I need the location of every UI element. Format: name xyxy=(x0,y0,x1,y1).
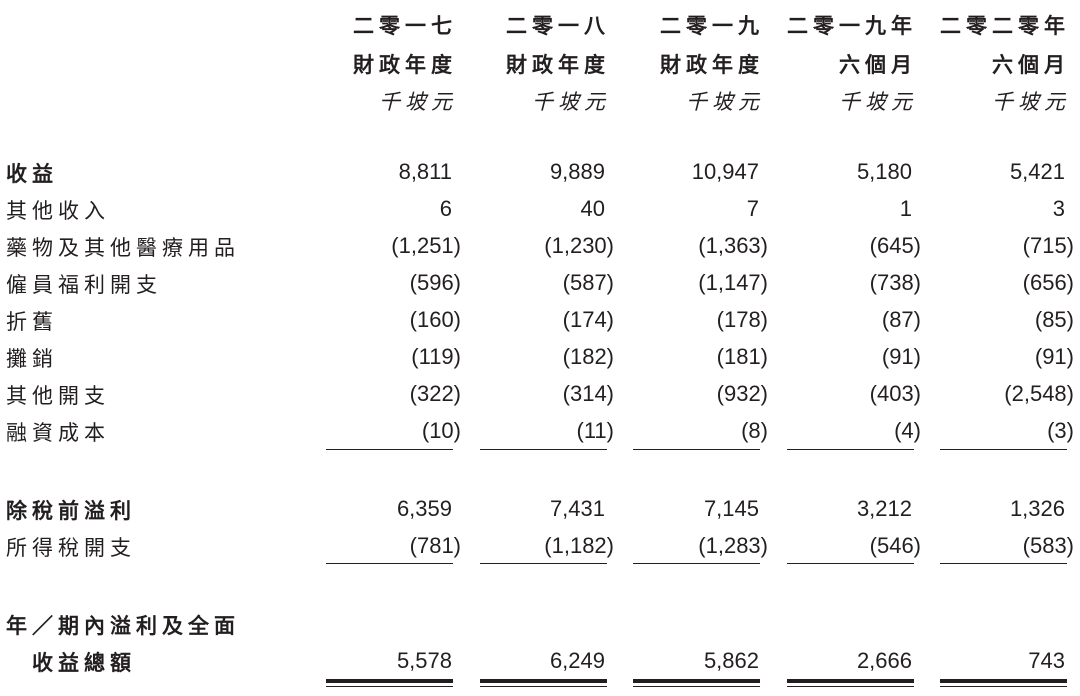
cell-value: (738) xyxy=(869,270,921,295)
column-header-line2: 財政年度 xyxy=(353,53,457,77)
cell-value: (1,147) xyxy=(698,270,768,295)
subtotal-rule xyxy=(787,449,914,450)
cell-value: 1,326 xyxy=(1009,496,1065,521)
cell-value: 7,145 xyxy=(703,496,759,521)
cell-value: 40 xyxy=(580,196,605,221)
cell-value: (656) xyxy=(1022,270,1074,295)
cell-value: (1,230) xyxy=(544,233,614,258)
row-label: 其他開支 xyxy=(6,384,110,408)
row-label: 收益 xyxy=(6,162,58,186)
cell-value: 7,431 xyxy=(549,496,605,521)
cell-value: (178) xyxy=(716,307,768,332)
cell-value: (932) xyxy=(716,381,768,406)
cell-value: 6,249 xyxy=(549,648,605,673)
cell-value: (583) xyxy=(1022,533,1074,558)
subtotal-rule xyxy=(480,563,607,564)
row-label: 藥物及其他醫療用品 xyxy=(6,236,240,260)
subtotal-rule xyxy=(787,563,914,564)
cell-value: (3) xyxy=(1047,418,1074,443)
subtotal-rule xyxy=(633,563,760,564)
cell-value: (781) xyxy=(409,533,461,558)
cell-value: 3 xyxy=(1052,196,1065,221)
subtotal-rule xyxy=(633,449,760,450)
cell-value: (322) xyxy=(409,381,461,406)
cell-value: (4) xyxy=(894,418,921,443)
cell-value: (8) xyxy=(741,418,768,443)
row-label: 折舊 xyxy=(6,310,58,334)
cell-value: (181) xyxy=(716,344,768,369)
cell-value: (1,182) xyxy=(544,533,614,558)
cell-value: (403) xyxy=(869,381,921,406)
cell-value: 6,359 xyxy=(396,496,452,521)
cell-value: (596) xyxy=(409,270,461,295)
subtotal-rule xyxy=(326,449,453,450)
row-label: 攤銷 xyxy=(6,347,58,371)
cell-value: (87) xyxy=(881,307,921,332)
column-header-unit: 千坡元 xyxy=(839,90,917,114)
column-header-unit: 千坡元 xyxy=(992,90,1070,114)
cell-value: 5,578 xyxy=(396,648,452,673)
cell-value: (1,251) xyxy=(391,233,461,258)
total-double-rule xyxy=(480,679,607,687)
row-label: 融資成本 xyxy=(6,421,110,445)
column-header-unit: 千坡元 xyxy=(379,90,457,114)
cell-value: 2,666 xyxy=(856,648,912,673)
cell-value: (645) xyxy=(869,233,921,258)
total-double-rule xyxy=(787,679,914,687)
cell-value: 5,862 xyxy=(703,648,759,673)
subtotal-rule xyxy=(480,449,607,450)
cell-value: (85) xyxy=(1034,307,1074,332)
row-label: 僱員福利開支 xyxy=(6,273,162,297)
column-header-unit: 千坡元 xyxy=(686,90,764,114)
cell-value: (546) xyxy=(869,533,921,558)
cell-value: (182) xyxy=(562,344,614,369)
row-label: 除稅前溢利 xyxy=(6,499,136,523)
column-header-line1: 二零一七 xyxy=(353,14,457,38)
cell-value: (10) xyxy=(421,418,461,443)
row-label: 所得稅開支 xyxy=(6,536,136,560)
cell-value: (91) xyxy=(881,344,921,369)
cell-value: (1,363) xyxy=(698,233,768,258)
cell-value: (715) xyxy=(1022,233,1074,258)
column-header-line1: 二零二零年 xyxy=(940,14,1070,38)
total-double-rule xyxy=(633,679,760,687)
column-header-line1: 二零一八 xyxy=(506,14,610,38)
cell-value: 7 xyxy=(746,196,759,221)
column-header-line2: 六個月 xyxy=(839,53,917,77)
row-label: 收益總額 xyxy=(6,651,136,675)
cell-value: 3,212 xyxy=(856,496,912,521)
cell-value: (314) xyxy=(562,381,614,406)
cell-value: (91) xyxy=(1034,344,1074,369)
cell-value: 5,421 xyxy=(1009,159,1065,184)
row-label: 其他收入 xyxy=(6,199,110,223)
cell-value: 10,947 xyxy=(691,159,759,184)
cell-value: (11) xyxy=(576,418,615,443)
cell-value: 1 xyxy=(899,196,912,221)
cell-value: (160) xyxy=(409,307,461,332)
cell-value: (1,283) xyxy=(698,533,768,558)
cell-value: 743 xyxy=(1028,648,1065,673)
subtotal-rule xyxy=(940,563,1067,564)
cell-value: 6 xyxy=(439,196,452,221)
total-double-rule xyxy=(326,679,453,687)
row-label: 年／期內溢利及全面 xyxy=(6,614,240,638)
cell-value: 9,889 xyxy=(549,159,605,184)
subtotal-rule xyxy=(940,449,1067,450)
column-header-unit: 千坡元 xyxy=(532,90,610,114)
cell-value: 8,811 xyxy=(398,159,452,184)
column-header-line2: 財政年度 xyxy=(506,53,610,77)
cell-value: (174) xyxy=(562,307,614,332)
cell-value: (587) xyxy=(562,270,614,295)
cell-value: (119) xyxy=(411,344,461,369)
subtotal-rule xyxy=(326,563,453,564)
column-header-line2: 六個月 xyxy=(992,53,1070,77)
cell-value: 5,180 xyxy=(856,159,912,184)
column-header-line1: 二零一九 xyxy=(660,14,764,38)
column-header-line1: 二零一九年 xyxy=(787,14,917,38)
total-double-rule xyxy=(940,679,1067,687)
cell-value: (2,548) xyxy=(1004,381,1074,406)
column-header-line2: 財政年度 xyxy=(660,53,764,77)
